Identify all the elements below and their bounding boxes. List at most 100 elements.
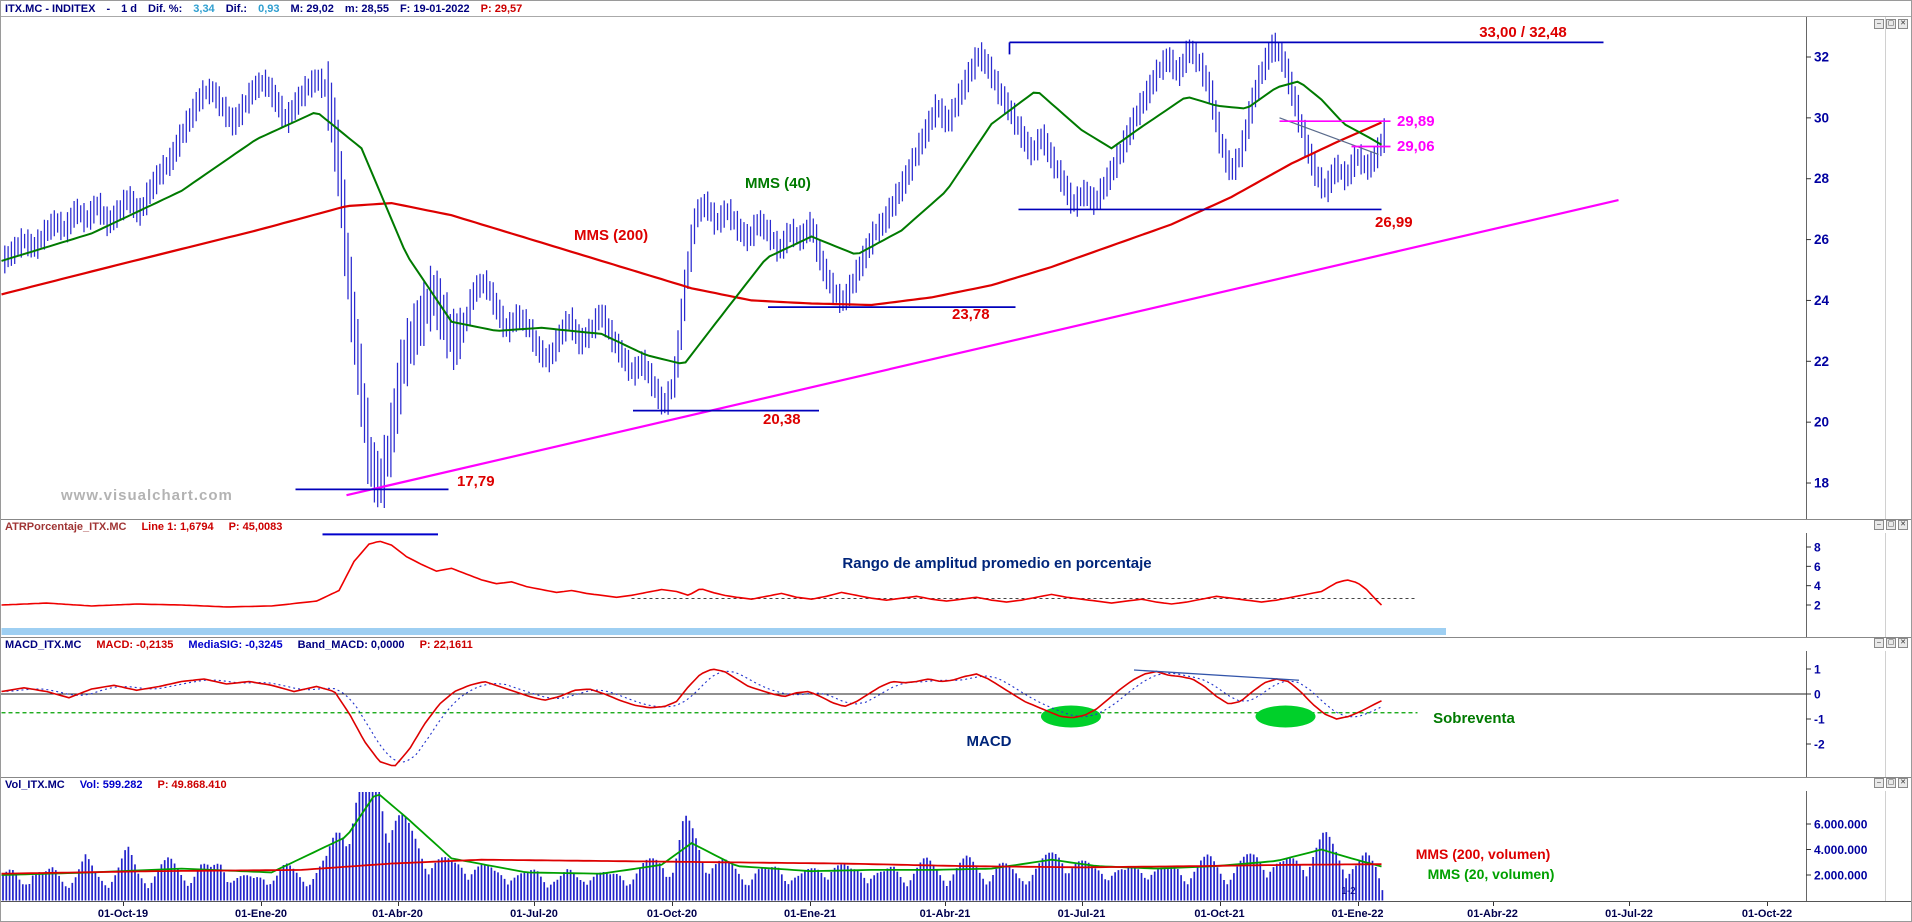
vol-ma-label: MMS (200, volumen) bbox=[1416, 846, 1551, 862]
y-axis-label: 32 bbox=[1814, 50, 1829, 65]
atr-chart[interactable]: Rango de amplitud promedio en porcentaje… bbox=[1, 533, 1912, 637]
x-axis-tick bbox=[1081, 902, 1083, 906]
close-button[interactable]: ✕ bbox=[1898, 520, 1908, 530]
y-axis-label: 18 bbox=[1814, 476, 1830, 491]
volume-bars bbox=[2, 792, 1384, 901]
x-axis-tick bbox=[1357, 902, 1359, 906]
macd-header-segment: P: 22,1611 bbox=[419, 638, 473, 651]
instrument-header: ITX.MC - INDITEX -1 d Dif. %: 3,34 Dif.: 0,93… bbox=[1, 1, 1911, 17]
volume-header-segment: Vol_ITX.MC bbox=[5, 778, 65, 791]
atr-panel-header: ATRPorcentaje_ITX.MC Line 1: 1,6794 P: 45,… bbox=[1, 519, 1911, 533]
uptrend-line bbox=[346, 198, 1619, 497]
macd-panel-label: MACD bbox=[967, 733, 1012, 750]
close-button[interactable]: ✕ bbox=[1898, 19, 1908, 29]
y-axis-label: 6 bbox=[1814, 560, 1821, 574]
y-axis-label: -2 bbox=[1814, 738, 1825, 752]
macd-panel-header: MACD_ITX.MC MACD: -0,2135 MediaSIG: -0,324… bbox=[1, 637, 1911, 651]
vol-ma-label: MMS (20, volumen) bbox=[1428, 866, 1555, 882]
title-segment: M: 29,02 bbox=[290, 2, 334, 15]
vol-mms200-line bbox=[1, 858, 1382, 875]
minimize-button[interactable]: – bbox=[1874, 638, 1884, 648]
x-axis-tick bbox=[123, 902, 124, 906]
y-axis-label: 20 bbox=[1814, 415, 1829, 430]
x-axis-tick bbox=[945, 902, 946, 906]
vol-mms20-line bbox=[1, 793, 1382, 876]
atr-header-segment: ATRPorcentaje_ITX.MC bbox=[5, 520, 127, 533]
y-axis-label: 2 bbox=[1814, 599, 1821, 613]
watermark: www.visualchart.com bbox=[61, 487, 233, 504]
x-axis-label: 01-Ene-20 bbox=[235, 908, 287, 920]
x-axis-label: 01-Oct-20 bbox=[646, 908, 698, 920]
ma-label: MMS (200) bbox=[574, 227, 648, 244]
ma-label: MMS (40) bbox=[745, 175, 811, 192]
mms-200-line bbox=[1, 121, 1382, 307]
y-axis-label: 30 bbox=[1814, 110, 1829, 125]
maximize-button[interactable]: ▢ bbox=[1886, 19, 1896, 29]
maximize-button[interactable]: ▢ bbox=[1886, 638, 1896, 648]
x-axis-label: 01-Ene-22 bbox=[1331, 908, 1384, 920]
y-axis-label: 0 bbox=[1814, 688, 1821, 702]
x-axis-label: 01-Oct-22 bbox=[1741, 908, 1793, 920]
y-axis-label: 2.000.000 bbox=[1814, 869, 1868, 883]
minimize-button[interactable]: – bbox=[1874, 19, 1884, 29]
x-axis-tick bbox=[1492, 902, 1494, 906]
title-segment: P: 29,57 bbox=[480, 2, 523, 15]
oversold-highlight bbox=[1255, 705, 1316, 728]
price-chart[interactable]: 33,00 / 32,48 29,89 29,06 26,99 23,78 20,38 17… bbox=[1, 17, 1912, 519]
level-label: 23,78 bbox=[952, 306, 990, 323]
y-axis-label: 28 bbox=[1814, 171, 1830, 186]
atr-header-segment: P: 45,0083 bbox=[228, 520, 283, 533]
y-axis-label: 1 bbox=[1814, 663, 1821, 677]
panel-window-controls: – ▢ ✕ bbox=[1874, 19, 1908, 29]
macd-header-segment: MACD: -0,2135 bbox=[96, 638, 174, 651]
panel-window-controls: – ▢ ✕ bbox=[1874, 520, 1908, 530]
macd-line bbox=[1, 668, 1382, 767]
x-axis-tick bbox=[534, 902, 535, 906]
level-label: 33,00 / 32,48 bbox=[1479, 24, 1567, 41]
close-button[interactable]: ✕ bbox=[1898, 778, 1908, 788]
level-label: 29,06 bbox=[1397, 138, 1435, 155]
x-axis-tick bbox=[810, 902, 811, 906]
x-axis-label: 01-Abr-22 bbox=[1467, 908, 1518, 920]
x-axis-tick bbox=[261, 902, 262, 906]
macd-panel-label: Sobreventa bbox=[1433, 710, 1515, 727]
x-axis-label: 01-Abr-20 bbox=[372, 908, 423, 920]
level-label: 26,99 bbox=[1375, 214, 1413, 231]
title-segment: 3,34 bbox=[193, 2, 215, 15]
atr-line bbox=[1, 540, 1383, 608]
macd-header-segment: MediaSIG: -0,3245 bbox=[188, 638, 283, 651]
x-axis-tick bbox=[1767, 902, 1768, 906]
time-axis[interactable]: 01-Oct-19 01-Ene-20 01-Abr-20 01-Jul-20 01-O… bbox=[1, 901, 1911, 921]
volume-chart[interactable]: MMS (200, volumen) MMS (20, volumen) 1-2 6.… bbox=[1, 791, 1912, 901]
level-label: 29,89 bbox=[1397, 113, 1435, 130]
x-axis-tick bbox=[672, 902, 673, 906]
minimize-button[interactable]: – bbox=[1874, 520, 1884, 530]
macd-chart[interactable]: MACD Sobreventa 1 0 -1 -2 bbox=[1, 651, 1912, 777]
y-axis-label: 24 bbox=[1814, 293, 1830, 308]
x-axis-label: 01-Jul-22 bbox=[1605, 908, 1653, 920]
x-axis-label: 01-Oct-19 bbox=[97, 908, 149, 920]
price-bars bbox=[4, 32, 1385, 508]
maximize-button[interactable]: ▢ bbox=[1886, 520, 1896, 530]
volume-panel-header: Vol_ITX.MC Vol: 599.282 P: 49.868.410 bbox=[1, 777, 1911, 791]
y-axis-label: 8 bbox=[1814, 540, 1821, 554]
right-gutter-divider bbox=[1885, 1, 1886, 921]
panel-window-controls: – ▢ ✕ bbox=[1874, 638, 1908, 648]
close-button[interactable]: ✕ bbox=[1898, 638, 1908, 648]
y-axis-label: -1 bbox=[1814, 713, 1825, 727]
mms-40-line bbox=[1, 80, 1382, 365]
divergence-line bbox=[1133, 669, 1300, 681]
y-axis-label: 22 bbox=[1814, 354, 1829, 369]
macd-header-segment: Band_MACD: 0,0000 bbox=[297, 638, 405, 651]
macd-header-segment: MACD_ITX.MC bbox=[5, 638, 82, 651]
title-segment: 1 d bbox=[121, 2, 138, 15]
oversold-highlight bbox=[1041, 705, 1101, 728]
x-axis-label: 01-Ene-21 bbox=[784, 908, 836, 920]
title-segment: m: 28,55 bbox=[344, 2, 389, 15]
minimize-button[interactable]: – bbox=[1874, 778, 1884, 788]
x-axis-label: 01-Abr-21 bbox=[919, 908, 971, 920]
signal-line bbox=[1, 670, 1384, 763]
title-segment: 0,93 bbox=[258, 2, 280, 15]
maximize-button[interactable]: ▢ bbox=[1886, 778, 1896, 788]
